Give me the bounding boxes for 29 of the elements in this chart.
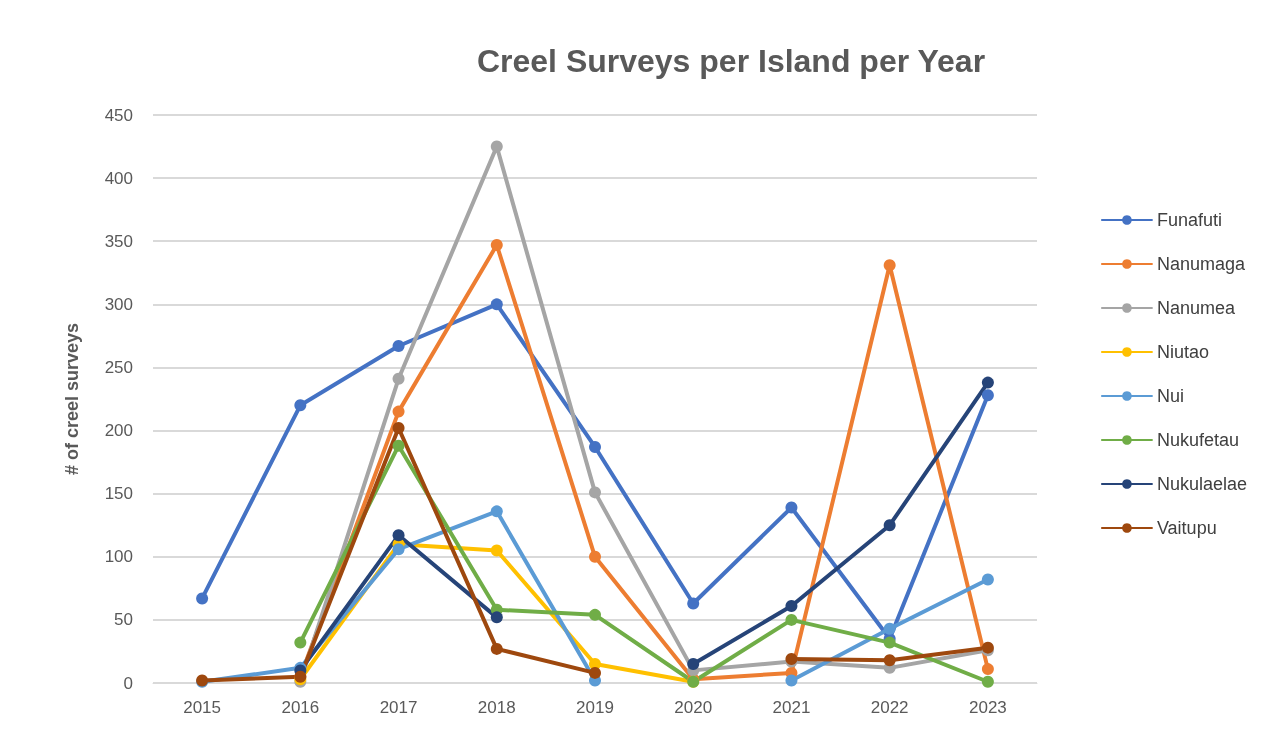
legend-label: Nui — [1156, 386, 1184, 406]
x-tick-label: 2018 — [477, 698, 516, 717]
y-tick-label: 250 — [104, 357, 133, 377]
x-tick-label: 2017 — [379, 698, 418, 717]
y-axis-title: # of creel surveys — [62, 322, 82, 476]
chart-title: Creel Surveys per Island per Year — [476, 43, 986, 79]
legend-label: Nanumaga — [1156, 254, 1246, 274]
y-tick-label: 0 — [123, 673, 133, 693]
legend-label: Niutao — [1156, 342, 1209, 362]
legend-label: Funafuti — [1156, 210, 1222, 230]
x-tick-label: 2022 — [870, 698, 909, 717]
x-tick-label: 2016 — [281, 698, 320, 717]
legend-label: Nukufetau — [1156, 430, 1239, 450]
legend-label: Nanumea — [1156, 298, 1236, 318]
y-tick-label: 350 — [104, 231, 133, 251]
x-tick-label: 2015 — [183, 698, 222, 717]
x-tick-label: 2019 — [576, 698, 614, 717]
y-tick-label: 300 — [104, 294, 133, 314]
legend-label: Nukulaelae — [1156, 474, 1247, 494]
y-tick-label: 50 — [114, 610, 133, 630]
y-tick-label: 200 — [104, 421, 133, 441]
x-tick-label: 2020 — [674, 698, 713, 717]
y-tick-label: 400 — [104, 168, 133, 188]
legend-label: Vaitupu — [1156, 518, 1217, 538]
y-tick-label: 150 — [104, 484, 133, 504]
x-tick-label: 2023 — [968, 698, 1007, 717]
y-tick-label: 100 — [104, 547, 133, 567]
x-tick-label: 2021 — [772, 698, 811, 717]
y-tick-label: 450 — [104, 105, 133, 125]
